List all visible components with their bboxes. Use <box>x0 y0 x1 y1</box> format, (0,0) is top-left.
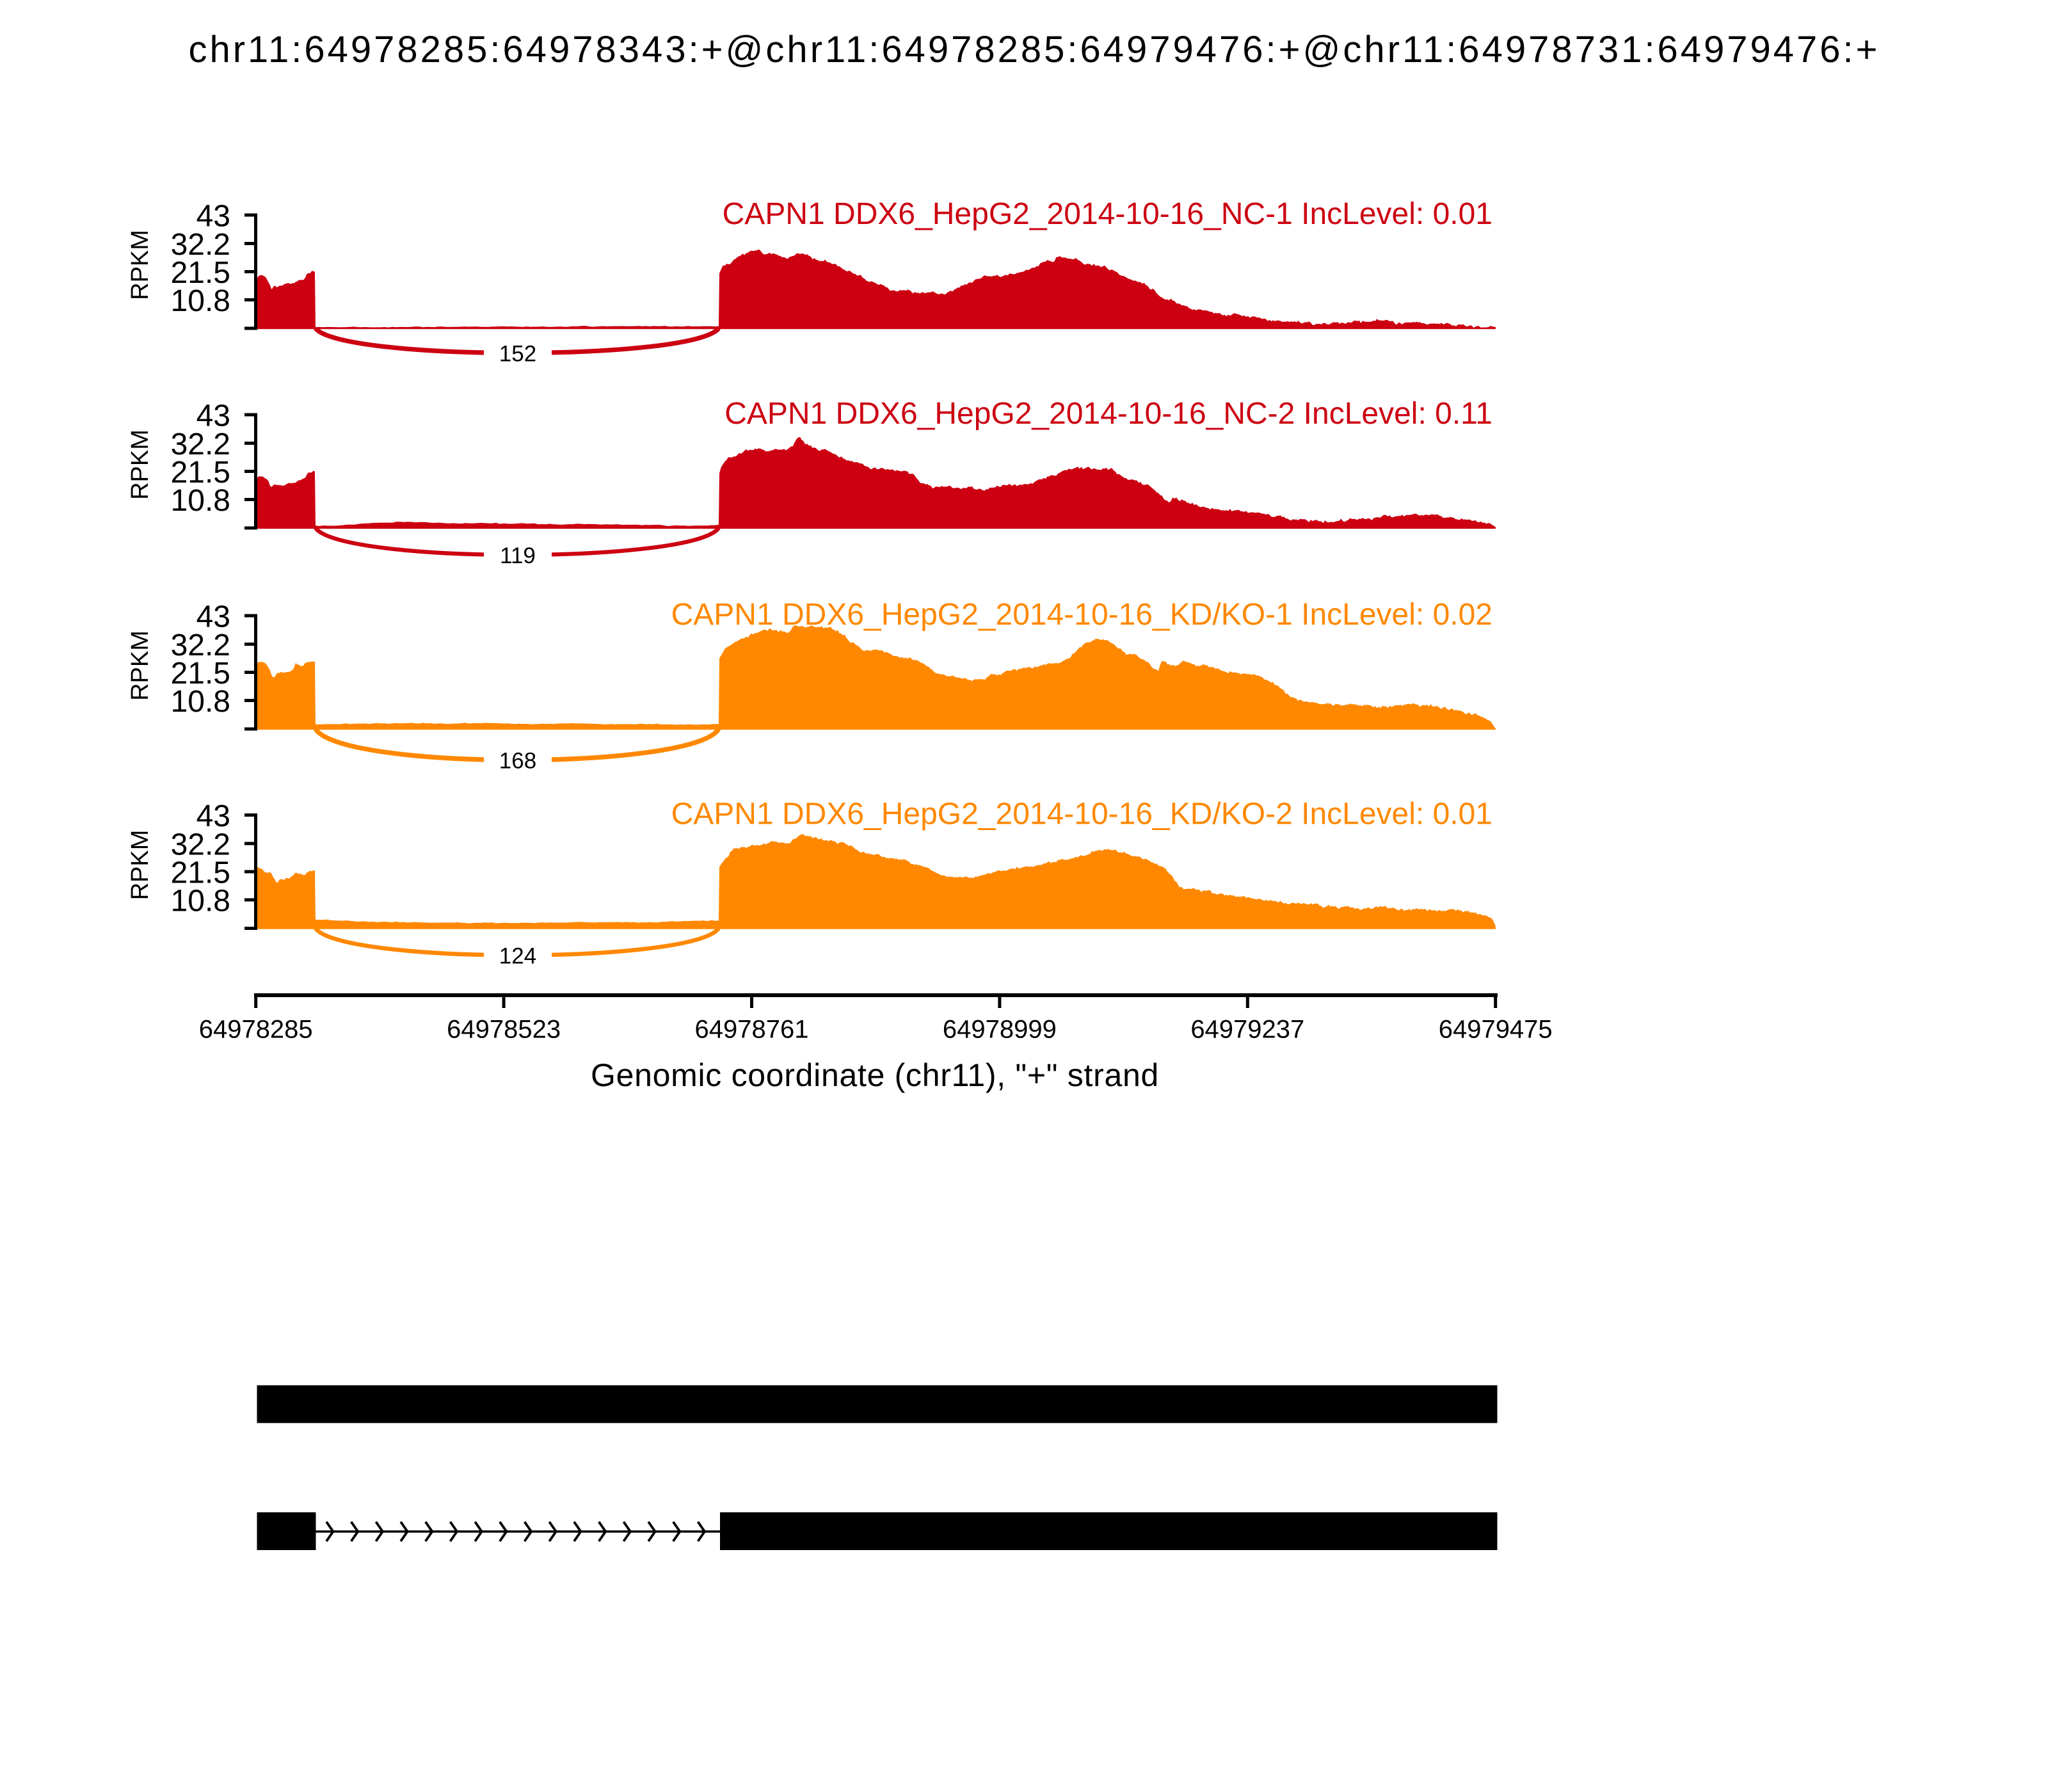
svg-text:21.5: 21.5 <box>171 456 230 490</box>
svg-text:CAPN1 DDX6_HepG2_2014-10-16_NC: CAPN1 DDX6_HepG2_2014-10-16_NC-2 IncLeve… <box>724 397 1492 431</box>
svg-text:21.5: 21.5 <box>171 856 230 890</box>
svg-text:32.2: 32.2 <box>171 228 230 262</box>
svg-text:64978285: 64978285 <box>199 1016 313 1044</box>
svg-text:64978523: 64978523 <box>447 1016 561 1044</box>
svg-text:CAPN1 DDX6_HepG2_2014-10-16_NC: CAPN1 DDX6_HepG2_2014-10-16_NC-1 IncLeve… <box>723 197 1492 231</box>
svg-text:Genomic coordinate (chr11), "+: Genomic coordinate (chr11), "+" strand <box>591 1057 1159 1093</box>
svg-text:10.8: 10.8 <box>171 884 230 918</box>
svg-text:43: 43 <box>196 399 230 433</box>
svg-text:64978999: 64978999 <box>943 1016 1057 1044</box>
svg-text:43: 43 <box>196 600 230 634</box>
svg-text:CAPN1 DDX6_HepG2_2014-10-16_KD: CAPN1 DDX6_HepG2_2014-10-16_KD/KO-2 IncL… <box>671 797 1492 831</box>
svg-text:64979237: 64979237 <box>1190 1016 1304 1044</box>
svg-text:RPKM: RPKM <box>127 429 154 500</box>
svg-text:119: 119 <box>500 543 536 568</box>
svg-text:32.2: 32.2 <box>171 828 230 862</box>
svg-text:10.8: 10.8 <box>171 284 230 318</box>
svg-text:64978761: 64978761 <box>695 1016 809 1044</box>
svg-text:RPKM: RPKM <box>127 830 154 900</box>
svg-text:32.2: 32.2 <box>171 628 230 662</box>
svg-text:124: 124 <box>499 943 536 968</box>
svg-text:43: 43 <box>196 799 230 833</box>
svg-text:10.8: 10.8 <box>171 685 230 719</box>
svg-text:21.5: 21.5 <box>171 657 230 691</box>
svg-text:RPKM: RPKM <box>127 630 154 701</box>
svg-text:64979475: 64979475 <box>1439 1016 1553 1044</box>
svg-text:chr11:64978285:64978343:+@chr1: chr11:64978285:64978343:+@chr11:64978285… <box>188 29 1880 70</box>
svg-text:RPKM: RPKM <box>127 230 154 300</box>
svg-text:43: 43 <box>196 200 230 234</box>
svg-text:168: 168 <box>499 748 536 773</box>
svg-text:CAPN1 DDX6_HepG2_2014-10-16_KD: CAPN1 DDX6_HepG2_2014-10-16_KD/KO-1 IncL… <box>671 598 1492 632</box>
svg-text:10.8: 10.8 <box>171 484 230 518</box>
svg-text:32.2: 32.2 <box>171 428 230 461</box>
svg-text:152: 152 <box>499 341 536 366</box>
svg-text:21.5: 21.5 <box>171 256 230 290</box>
